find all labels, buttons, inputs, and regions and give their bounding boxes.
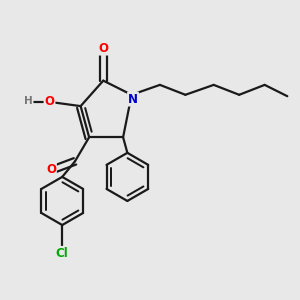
- Text: H: H: [24, 96, 33, 106]
- Text: O: O: [98, 42, 108, 55]
- Text: N: N: [128, 92, 138, 106]
- Text: Cl: Cl: [56, 247, 69, 260]
- Text: O: O: [46, 163, 56, 176]
- Text: O: O: [44, 95, 55, 108]
